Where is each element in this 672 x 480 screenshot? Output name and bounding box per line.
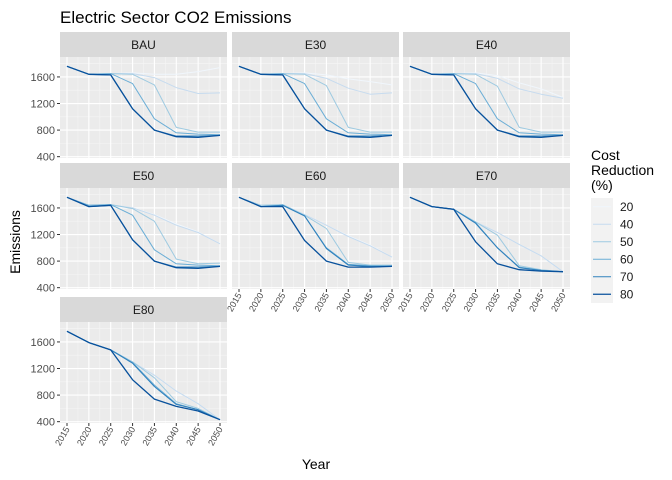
- y-tick-label: 800: [37, 125, 55, 137]
- legend-item-60: 60: [591, 250, 634, 268]
- legend-label: 80: [620, 287, 634, 301]
- facet-label: E30: [305, 38, 327, 52]
- x-tick-label: 2045: [527, 291, 546, 313]
- y-tick-label: 800: [37, 390, 55, 402]
- series-line-80: [66, 330, 221, 421]
- legend-label: 70: [620, 270, 634, 284]
- x-tick-label: 2030: [119, 425, 138, 447]
- x-tick-label: 2015: [225, 291, 244, 313]
- legend-title: Cost Reduction (%): [591, 147, 658, 193]
- x-tick-label: 2035: [312, 291, 331, 313]
- series-line-80: [409, 65, 564, 139]
- x-tick-label: 2045: [184, 425, 203, 447]
- y-tick-label: 1600: [31, 72, 55, 84]
- legend-item-20: 20: [591, 198, 634, 216]
- legend: Cost Reduction (%) 20 40 50 60 70 80: [591, 147, 658, 303]
- x-tick-label: 2025: [440, 291, 459, 313]
- series-line-80: [238, 65, 393, 139]
- x-tick-label: 2020: [75, 425, 94, 447]
- facet-strip: [60, 297, 227, 322]
- facet-label: E70: [476, 169, 498, 183]
- facet-label: E40: [476, 38, 498, 52]
- y-tick-label: 1200: [31, 364, 55, 376]
- legend-item-70: 70: [591, 268, 634, 286]
- x-tick-label: 2030: [462, 291, 481, 313]
- facet-strip: [232, 32, 399, 57]
- legend-item-50: 50: [591, 233, 634, 251]
- x-tick-label: 2045: [356, 291, 375, 313]
- x-tick-label: 2050: [378, 291, 397, 313]
- x-tick-label: 2040: [505, 291, 524, 313]
- x-axis-label: Year: [302, 456, 331, 472]
- x-tick-label: 2040: [162, 425, 181, 447]
- x-tick-label: 2015: [396, 291, 415, 313]
- facet-strip: [403, 163, 570, 188]
- legend-label: 20: [620, 200, 634, 214]
- y-tick-label: 400: [37, 283, 55, 295]
- facet-label: BAU: [131, 38, 156, 52]
- x-tick-label: 2015: [53, 425, 72, 447]
- x-tick-label: 2050: [206, 425, 225, 447]
- facet-bau: BAU 400 800 1200 1600: [31, 32, 227, 164]
- facet-label: E80: [133, 303, 155, 317]
- y-tick-label: 400: [37, 417, 55, 429]
- facet-e50: E50 400 800 1200 1600: [31, 163, 227, 295]
- facet-e70: E70 2015 2020 2025 2030 2035 2040 2045 2050: [396, 163, 570, 313]
- facet-strip: [60, 32, 227, 57]
- y-tick-label: 400: [37, 152, 55, 164]
- y-tick-label: 1200: [31, 230, 55, 242]
- series-line-80: [409, 196, 564, 273]
- chart-title: Electric Sector CO2 Emissions: [60, 8, 291, 27]
- facet-e60: E60 2015 2020 2025 2030 2035 2040 2045 2050: [225, 163, 399, 313]
- series-line-50: [238, 196, 392, 266]
- x-tick-label: 2025: [97, 425, 116, 447]
- facet-strip: [232, 163, 399, 188]
- legend-label: 60: [620, 252, 634, 266]
- y-axis-label: Emissions: [7, 210, 23, 274]
- x-tick-label: 2050: [549, 291, 568, 313]
- series-line-80: [66, 196, 221, 270]
- y-tick-label: 1200: [31, 99, 55, 111]
- series-line-80: [66, 65, 221, 139]
- legend-label: 50: [620, 235, 634, 249]
- facet-e30: E30: [232, 32, 399, 158]
- legend-item-40: 40: [591, 215, 634, 233]
- x-tick-label: 2020: [418, 291, 437, 313]
- x-tick-label: 2025: [269, 291, 288, 313]
- series-line-80: [238, 196, 393, 268]
- y-tick-label: 1600: [31, 337, 55, 349]
- legend-item-80: 80: [591, 285, 634, 303]
- facet-strip: [60, 163, 227, 188]
- x-tick-label: 2020: [247, 291, 266, 313]
- series-line-60: [66, 196, 221, 267]
- x-tick-label: 2035: [483, 291, 502, 313]
- y-tick-label: 1600: [31, 203, 55, 215]
- x-tick-label: 2040: [334, 291, 353, 313]
- x-tick-label: 2035: [140, 425, 159, 447]
- y-tick-label: 800: [37, 256, 55, 268]
- facet-label: E50: [133, 169, 155, 183]
- facet-label: E60: [305, 169, 327, 183]
- facet-e40: E40: [403, 32, 570, 158]
- x-tick-label: 2030: [291, 291, 310, 313]
- legend-label: 40: [620, 217, 634, 231]
- facet-strip: [403, 32, 570, 57]
- facet-panels: BAU 400 800 1200 1600 E30 E40 E50 400 800 1200 1600…: [31, 32, 570, 447]
